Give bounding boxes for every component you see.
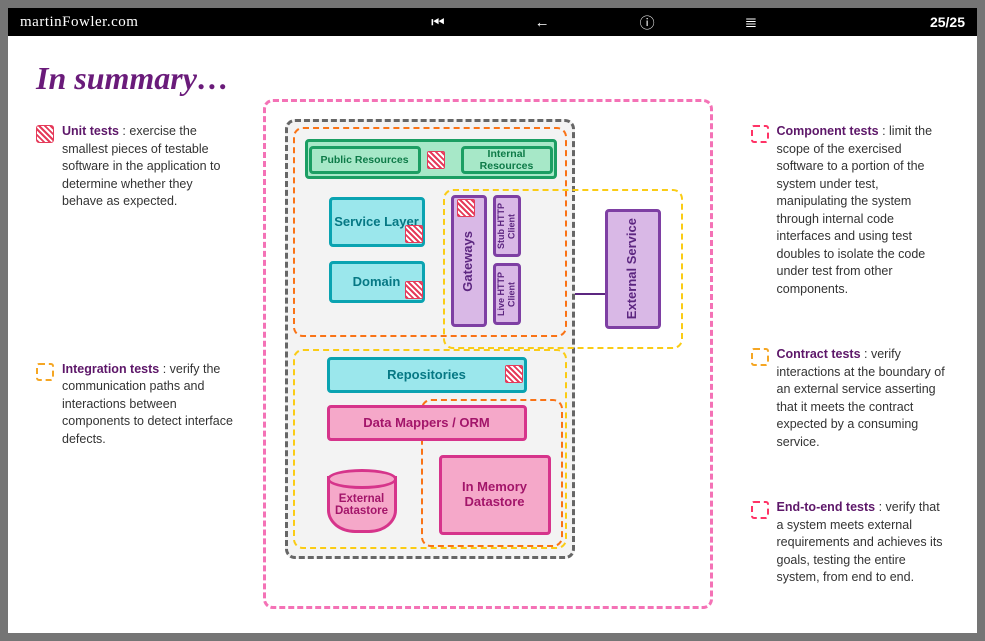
external-service-box: External Service — [605, 209, 661, 329]
legend-unit: Unit tests : exercise the smallest piece… — [36, 123, 235, 211]
legend-contract: Contract tests : verify interactions at … — [751, 346, 950, 451]
legend-body: : verify interactions at the boundary of… — [777, 347, 945, 449]
label: External Service — [625, 218, 640, 319]
label: Data Mappers / ORM — [363, 416, 489, 431]
live-http-client-box: Live HTTP Client — [493, 263, 521, 325]
label: Repositories — [387, 368, 466, 383]
in-memory-datastore-box: In Memory Datastore — [439, 455, 551, 535]
label: External Datastore — [330, 493, 394, 517]
first-slide-icon[interactable]: ⏮ — [431, 14, 445, 31]
label: Live HTTP Client — [496, 266, 517, 322]
unit-swatch-icon — [36, 125, 54, 143]
unit-chip-icon — [405, 281, 423, 299]
label: In Memory Datastore — [442, 480, 548, 510]
legend-component: Component tests : limit the scope of the… — [751, 123, 950, 298]
label: Stub HTTP Client — [496, 198, 517, 254]
label: Gateways — [461, 231, 476, 292]
legend-body: : limit the scope of the exercised softw… — [777, 124, 933, 296]
unit-chip-icon — [427, 151, 445, 169]
legend-term: End-to-end tests — [777, 500, 876, 514]
brand-prefix: martin — [20, 14, 62, 30]
legend-e2e: End-to-end tests : verify that a system … — [751, 499, 950, 587]
legend-left: Unit tests : exercise the smallest piece… — [36, 99, 235, 619]
component-swatch-icon — [751, 125, 769, 143]
legend-term: Component tests — [777, 124, 879, 138]
brand-mid: F — [62, 14, 71, 30]
unit-chip-icon — [457, 199, 475, 217]
label: Internal Resources — [464, 148, 550, 172]
toolbar-icons: ⏮ ← ⓘ ≣ — [138, 12, 930, 33]
e2e-swatch-icon — [751, 501, 769, 519]
legend-right: Component tests : limit the scope of the… — [751, 99, 950, 619]
topbar: martinFowler.com ⏮ ← ⓘ ≣ 25/25 — [8, 8, 977, 36]
repositories-box: Repositories — [327, 357, 527, 393]
stub-http-client-box: Stub HTTP Client — [493, 195, 521, 257]
contract-swatch-icon — [751, 348, 769, 366]
unit-chip-icon — [505, 365, 523, 383]
slide-title: In summary… — [36, 60, 949, 97]
legend-term: Integration tests — [62, 362, 159, 376]
integration-swatch-icon — [36, 363, 54, 381]
brand-suffix: owler.com — [71, 14, 138, 30]
brand[interactable]: martinFowler.com — [20, 14, 138, 31]
slide-counter: 25/25 — [930, 14, 965, 30]
label: Public Resources — [320, 154, 408, 166]
label: Domain — [353, 275, 401, 290]
external-datastore-cylinder: External Datastore — [327, 469, 397, 533]
back-icon[interactable]: ← — [535, 14, 550, 31]
presentation-frame: martinFowler.com ⏮ ← ⓘ ≣ 25/25 In summar… — [8, 8, 977, 633]
orm-box: Data Mappers / ORM — [327, 405, 527, 441]
legend-integration: Integration tests : verify the communica… — [36, 361, 235, 449]
internal-resources-box: Internal Resources — [461, 146, 553, 174]
legend-term: Contract tests — [777, 347, 861, 361]
legend-term: Unit tests — [62, 124, 119, 138]
slide: In summary… Unit tests : exercise the sm… — [8, 36, 977, 633]
unit-chip-icon — [405, 225, 423, 243]
toc-icon[interactable]: ≣ — [745, 13, 758, 31]
info-icon[interactable]: ⓘ — [640, 12, 655, 33]
public-resources-box: Public Resources — [309, 146, 421, 174]
architecture-diagram: Public Resources Internal Resources Serv… — [243, 99, 743, 619]
